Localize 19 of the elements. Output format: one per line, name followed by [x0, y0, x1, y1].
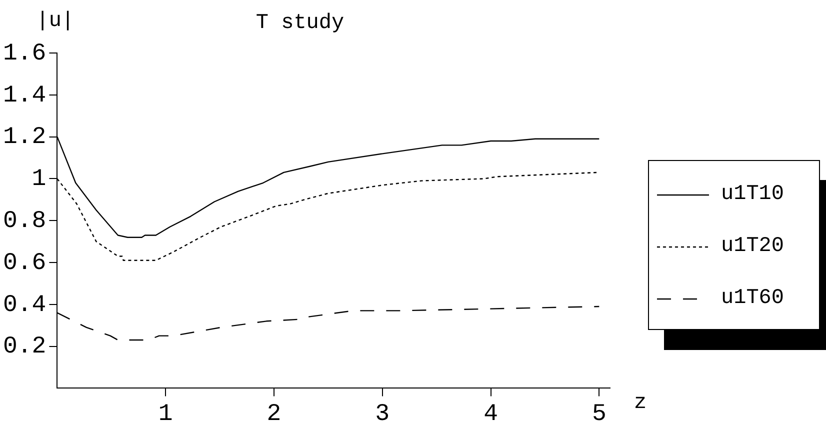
y-axis-title: |u| — [36, 10, 74, 33]
y-tick-label: 0.8 — [2, 208, 46, 235]
y-tick-label: 1.6 — [2, 40, 46, 68]
y-tick-label: 0.2 — [2, 334, 46, 361]
x-tick-label: 3 — [375, 400, 390, 428]
y-tick-label: 1.2 — [2, 124, 46, 152]
x-axis-title: z — [634, 392, 647, 416]
legend-label: u1T60 — [721, 287, 784, 310]
x-tick-label: 1 — [158, 400, 173, 428]
y-tick-label: 1 — [32, 166, 46, 194]
y-tick-label: 0.4 — [2, 292, 46, 319]
y-tick-label: 1.4 — [2, 82, 46, 110]
x-tick-label: 5 — [592, 400, 606, 428]
y-tick-label: 0.6 — [2, 250, 46, 277]
legend-label: u1T10 — [721, 183, 784, 206]
x-tick-label: 2 — [266, 400, 282, 428]
x-tick-label: 4 — [484, 400, 498, 428]
legend-label: u1T20 — [721, 235, 784, 258]
chart-title: T study — [256, 12, 344, 35]
